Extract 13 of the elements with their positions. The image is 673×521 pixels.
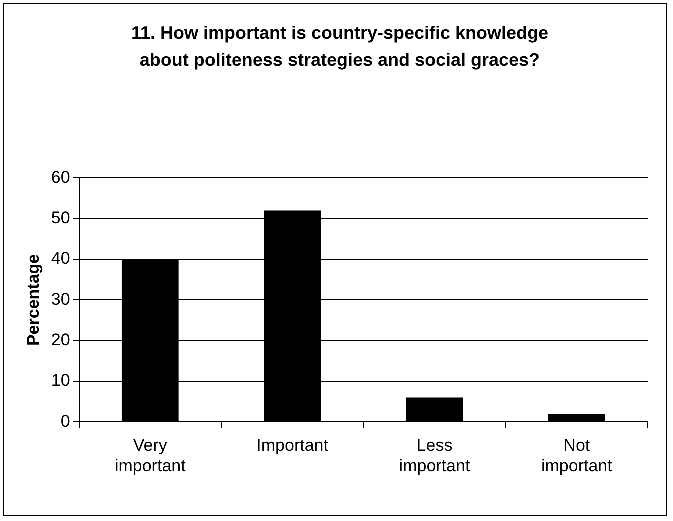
x-tick-label: Less important xyxy=(399,436,470,476)
x-tick-label: Not important xyxy=(541,436,613,476)
y-tick-label: 10 xyxy=(51,371,70,390)
y-tick-label: 50 xyxy=(51,208,70,228)
chart-title: 11. How important is country-specific knowledge about politeness strategies and social graces? xyxy=(130,22,550,72)
y-tick-label: 30 xyxy=(51,290,70,309)
x-tick-label: Very important xyxy=(114,436,186,476)
y-tick-label: 60 xyxy=(51,168,70,187)
y-tick-label: 20 xyxy=(51,330,70,350)
y-tick-label: 40 xyxy=(51,249,70,268)
y-tick-label: 0 xyxy=(60,412,70,431)
y-axis-title: Percentage xyxy=(24,254,43,346)
x-tick-label: Important xyxy=(256,436,329,456)
